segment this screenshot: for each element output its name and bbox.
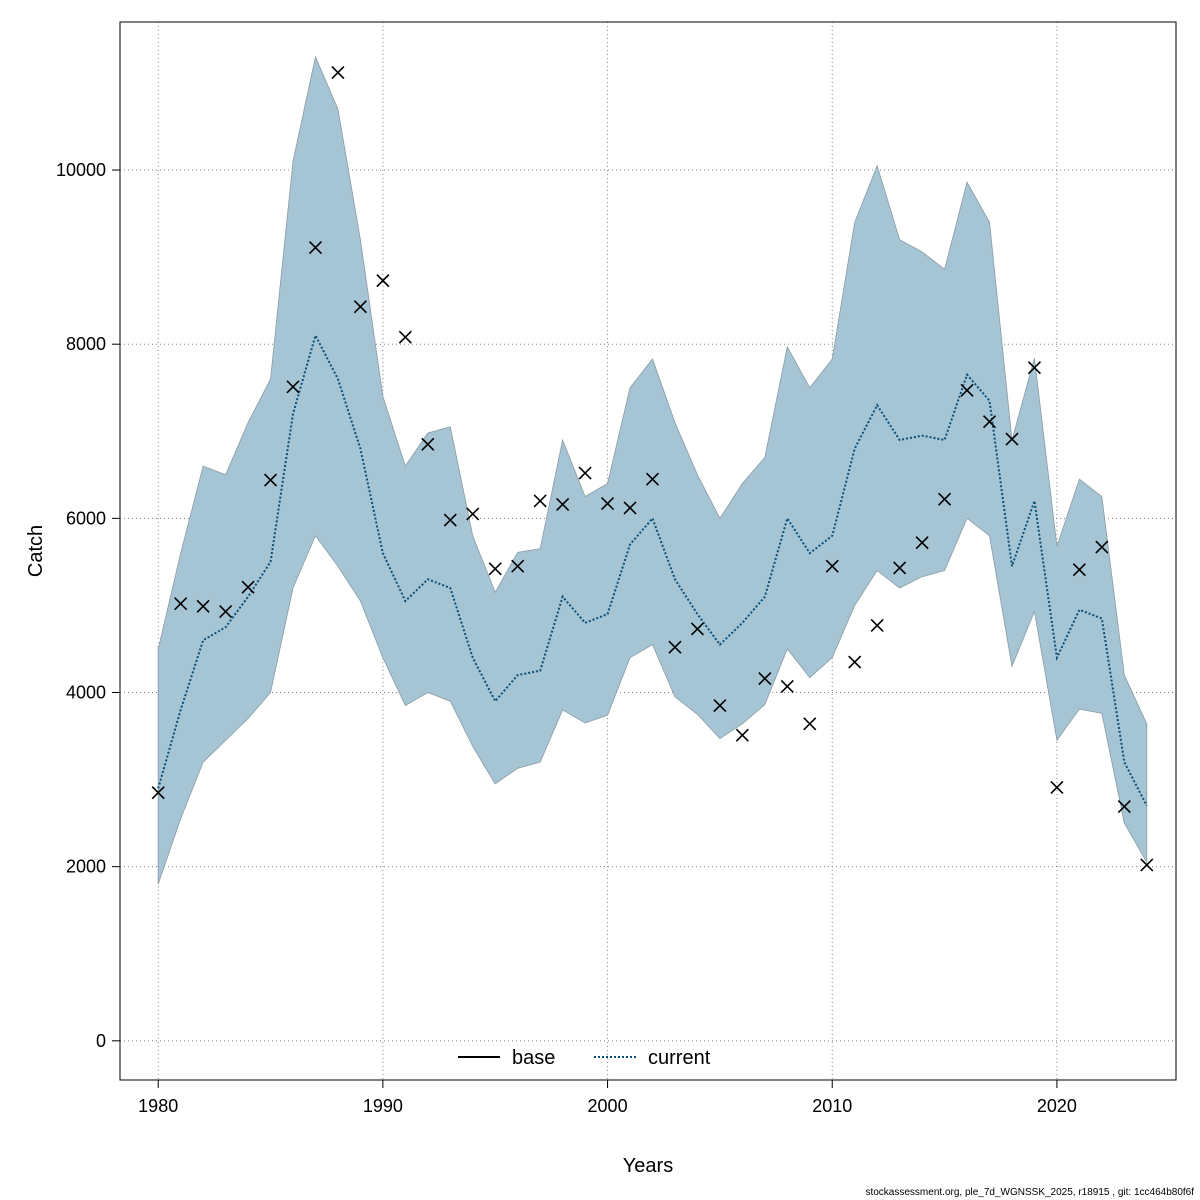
observation-point xyxy=(690,622,704,636)
observation-point xyxy=(982,415,997,429)
legend-label-current: current xyxy=(648,1047,711,1069)
observation-point xyxy=(1027,361,1042,375)
footer-note: stockassessment.org, ple_7d_WGNSSK_2025,… xyxy=(865,1187,1194,1198)
observation-point xyxy=(578,466,592,480)
observation-point xyxy=(758,672,772,686)
observation-point xyxy=(331,65,345,80)
y-axis-title: Catch xyxy=(25,525,47,577)
legend-label-base: base xyxy=(512,1047,555,1069)
observation-point xyxy=(825,559,839,573)
observation-markers xyxy=(151,65,1154,872)
observation-point xyxy=(533,494,547,508)
observation-point xyxy=(893,561,907,575)
observation-point xyxy=(668,640,682,654)
observation-point xyxy=(735,728,749,742)
observation-point xyxy=(151,786,165,800)
observation-point xyxy=(511,559,525,573)
observation-point xyxy=(443,513,457,527)
observation-point xyxy=(466,507,480,521)
observation-point xyxy=(780,679,794,693)
observation-point xyxy=(196,599,210,613)
observation-point xyxy=(1005,432,1019,446)
observation-point xyxy=(1072,563,1086,577)
observation-point xyxy=(1050,780,1064,794)
y-tick-label: 6000 xyxy=(66,508,106,528)
observation-point xyxy=(308,240,323,255)
x-axis-title: Years xyxy=(623,1155,673,1177)
observation-point xyxy=(488,562,502,576)
observation-point xyxy=(353,300,367,314)
y-tick-label: 8000 xyxy=(66,334,106,354)
confidence-band-layer xyxy=(157,55,1148,885)
observation-point xyxy=(1095,540,1109,554)
observation-point xyxy=(1140,858,1154,872)
confidence-band-current xyxy=(157,55,1148,885)
observation-point xyxy=(219,604,233,619)
observation-point xyxy=(174,597,188,611)
x-tick-label: 1990 xyxy=(363,1096,403,1116)
observation-point xyxy=(960,383,974,397)
observation-point xyxy=(803,717,817,731)
y-tick-label: 0 xyxy=(96,1031,106,1051)
x-tick-label: 1980 xyxy=(138,1096,178,1116)
observation-point xyxy=(645,472,660,486)
legend: base current xyxy=(458,1047,711,1069)
observation-point xyxy=(398,330,412,344)
observation-point xyxy=(870,618,884,633)
observation-point xyxy=(938,492,952,506)
y-tick-label: 10000 xyxy=(56,160,106,180)
observation-point xyxy=(623,501,637,515)
observation-point xyxy=(600,496,615,511)
observation-point xyxy=(241,580,255,594)
observation-point xyxy=(376,274,390,288)
observation-point xyxy=(556,497,570,511)
observation-point xyxy=(713,698,727,713)
x-tick-label: 2010 xyxy=(812,1096,852,1116)
x-tick-label: 2020 xyxy=(1037,1096,1077,1116)
axes: 1980 1990 2000 2010 2020 0 2000 4000 6000 8000 100… xyxy=(56,160,1077,1116)
observation-point xyxy=(1117,800,1131,814)
observation-point xyxy=(286,380,300,394)
observation-point xyxy=(915,536,929,550)
x-tick-label: 2000 xyxy=(588,1096,628,1116)
observation-point xyxy=(263,473,278,487)
y-tick-label: 2000 xyxy=(66,857,106,877)
y-tick-label: 4000 xyxy=(66,683,106,703)
observation-point xyxy=(421,437,435,451)
observation-point xyxy=(848,655,862,669)
